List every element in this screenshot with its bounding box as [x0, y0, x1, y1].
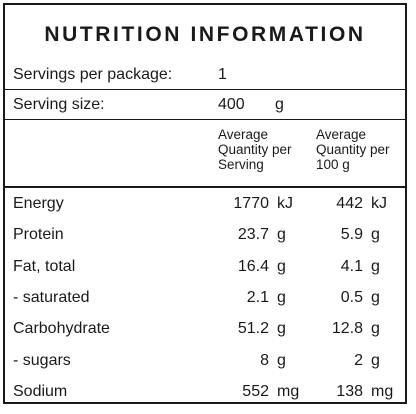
serving-unit: kJ — [277, 195, 293, 212]
per100-value: 12.8 — [331, 320, 363, 337]
header-per-serving-line: Quantity per — [218, 142, 292, 157]
divider — [5, 119, 405, 120]
serving-size-label: Serving size: — [13, 96, 105, 113]
serving-value: 8 — [260, 352, 269, 369]
serving-size-unit: g — [275, 96, 284, 113]
per100-unit: g — [371, 289, 380, 306]
per100-value: 138 — [336, 383, 363, 400]
per100-value: 4.1 — [340, 258, 363, 275]
servings-value: 1 — [218, 66, 227, 83]
serving-unit: g — [277, 320, 286, 337]
per100-value: 0.5 — [340, 289, 363, 306]
nutrient-name: Protein — [13, 226, 64, 243]
nutrient-name: Carbohydrate — [13, 320, 110, 337]
header-per-serving: Average Quantity per Serving — [218, 127, 292, 172]
per100-unit: kJ — [371, 195, 387, 212]
header-per-serving-line: Average — [218, 127, 269, 142]
nutrient-name: - sugars — [13, 352, 71, 369]
header-per-100g-line: 100 g — [316, 157, 350, 172]
serving-value: 16.4 — [237, 258, 269, 275]
serving-unit: g — [277, 226, 286, 243]
serving-value: 2.1 — [246, 289, 269, 306]
nutrient-name: - saturated — [13, 289, 90, 306]
per100-unit: g — [371, 258, 380, 275]
panel-title: NUTRITION INFORMATION — [44, 23, 366, 46]
per100-unit: g — [371, 320, 380, 337]
per100-value: 5.9 — [340, 226, 363, 243]
per100-value: 442 — [336, 195, 363, 212]
serving-value: 552 — [242, 383, 269, 400]
serving-value: 1770 — [233, 195, 269, 212]
header-per-100g-line: Average — [316, 127, 367, 142]
per100-unit: g — [371, 352, 380, 369]
serving-value: 23.7 — [237, 226, 269, 243]
serving-unit: g — [277, 352, 286, 369]
servings-label: Servings per package: — [13, 66, 173, 83]
divider — [5, 89, 405, 90]
serving-unit: g — [277, 289, 286, 306]
divider-thick — [5, 186, 405, 188]
serving-unit: g — [277, 258, 286, 275]
serving-unit: mg — [277, 383, 300, 400]
header-per-100g: Average Quantity per 100 g — [316, 127, 390, 172]
header-per-serving-line: Serving — [218, 157, 264, 172]
serving-size-value: 400 — [218, 96, 245, 113]
nutrient-name: Energy — [13, 195, 64, 212]
nutrient-name: Fat, total — [13, 258, 76, 275]
header-per-100g-line: Quantity per — [316, 142, 390, 157]
serving-value: 51.2 — [237, 320, 269, 337]
per100-unit: mg — [371, 383, 394, 400]
nutrient-name: Sodium — [13, 383, 68, 400]
per100-value: 2 — [354, 352, 363, 369]
per100-unit: g — [371, 226, 380, 243]
nutrition-panel: NUTRITION INFORMATION Servings per packa… — [3, 3, 407, 404]
